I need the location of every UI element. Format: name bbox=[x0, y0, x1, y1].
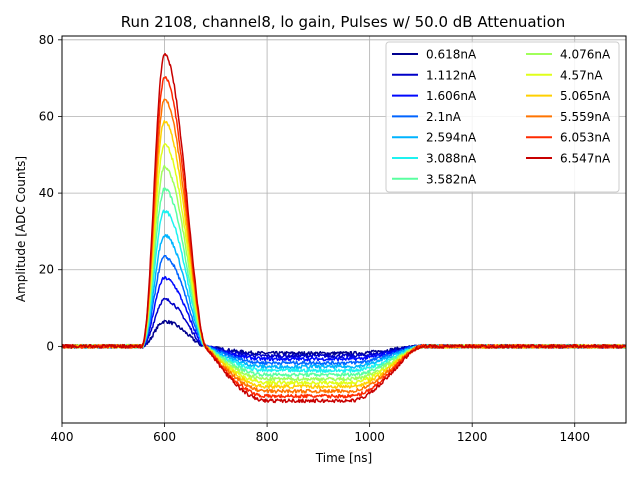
x-tick-label: 400 bbox=[51, 430, 74, 444]
legend-label: 2.1nA bbox=[426, 110, 462, 124]
y-tick-label: 60 bbox=[39, 109, 54, 123]
legend-box bbox=[385, 41, 620, 193]
x-tick-label: 1200 bbox=[457, 430, 488, 444]
y-tick-label: 40 bbox=[39, 186, 54, 200]
chart-title: Run 2108, channel8, lo gain, Pulses w/ 5… bbox=[121, 13, 566, 31]
legend-label: 3.088nA bbox=[426, 152, 477, 166]
x-tick-label: 1000 bbox=[354, 430, 385, 444]
series-lines bbox=[61, 52, 627, 404]
legend-label: 6.053nA bbox=[560, 131, 611, 145]
legend-label: 3.582nA bbox=[426, 172, 477, 186]
legend-label: 6.547nA bbox=[560, 152, 611, 166]
legend-label: 1.112nA bbox=[426, 68, 477, 82]
legend-label: 1.606nA bbox=[426, 89, 477, 103]
plot-frame bbox=[61, 35, 627, 424]
axis-ticks: 400 600 800 1000 1200 1400 0 20 40 60 80 bbox=[39, 33, 590, 444]
x-tick-label: 600 bbox=[153, 430, 176, 444]
x-tick-label: 800 bbox=[256, 430, 279, 444]
series-line bbox=[61, 98, 627, 394]
legend-label: 5.065nA bbox=[560, 89, 611, 103]
legend-label: 2.594nA bbox=[426, 131, 477, 145]
x-axis-label: Time [ns] bbox=[315, 451, 372, 465]
x-tick-label: 1400 bbox=[559, 430, 590, 444]
legend-label: 4.57nA bbox=[560, 68, 603, 82]
y-tick-label: 20 bbox=[39, 263, 54, 277]
y-tick-label: 80 bbox=[39, 33, 54, 47]
legend-label: 5.559nA bbox=[560, 110, 611, 124]
legend: 0.618nA 1.112nA 1.606nA 2.1nA 2.594nA 3.088nA… bbox=[385, 41, 620, 193]
series-line bbox=[61, 52, 626, 404]
legend-label: 0.618nA bbox=[426, 48, 477, 62]
legend-label: 4.076nA bbox=[560, 48, 611, 62]
y-tick-label: 0 bbox=[46, 339, 54, 353]
y-axis-label: Amplitude [ADC Counts] bbox=[14, 156, 28, 302]
